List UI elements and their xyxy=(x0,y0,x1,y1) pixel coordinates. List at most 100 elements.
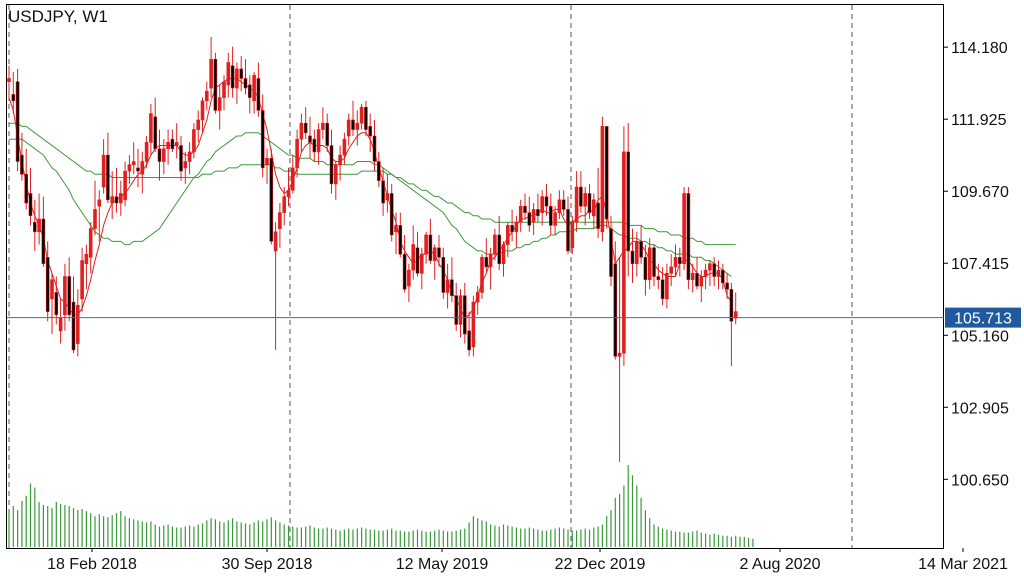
candle-body xyxy=(346,119,351,137)
candle xyxy=(407,263,411,303)
candle-body xyxy=(566,209,570,252)
candle xyxy=(7,65,11,101)
candle-body xyxy=(106,154,110,201)
candle-body xyxy=(424,234,428,255)
candle xyxy=(170,129,175,152)
candle xyxy=(432,244,437,280)
x-tick-label: 22 Dec 2019 xyxy=(555,556,646,573)
candle-body xyxy=(669,266,674,274)
candle-body xyxy=(97,199,102,207)
candle xyxy=(660,266,665,306)
candle xyxy=(548,193,553,235)
candle-body xyxy=(131,161,136,166)
plot-area: USDJPY, W1 xyxy=(6,4,944,549)
candle-body xyxy=(647,247,652,280)
candle-body xyxy=(376,161,381,181)
candle-body xyxy=(733,311,738,319)
candle-body xyxy=(445,279,450,293)
candle-body xyxy=(493,234,497,255)
candle xyxy=(131,142,136,175)
candle-body xyxy=(415,247,420,274)
candle-body xyxy=(63,276,67,316)
candle-body xyxy=(196,119,200,130)
candle-body xyxy=(419,253,424,274)
candle xyxy=(192,123,196,159)
candle-body xyxy=(76,304,80,344)
candle xyxy=(325,113,330,152)
x-tick-label: 30 Sep 2018 xyxy=(222,556,313,573)
candle-body xyxy=(93,209,97,229)
candle xyxy=(591,193,596,229)
candle xyxy=(617,257,622,462)
candle-body xyxy=(682,193,686,265)
candle xyxy=(196,110,200,143)
candle-body xyxy=(110,196,114,204)
candle-body xyxy=(200,100,205,121)
candle-body xyxy=(80,260,84,300)
candle-body xyxy=(402,253,407,290)
candle-body xyxy=(192,129,196,153)
candle-body xyxy=(226,62,231,86)
candle-body xyxy=(660,279,665,300)
candle-body xyxy=(37,218,41,233)
candle xyxy=(252,72,256,114)
candle-body xyxy=(183,161,188,169)
candle xyxy=(501,241,506,277)
volume-series xyxy=(8,465,754,547)
candle-body xyxy=(359,106,364,124)
candle-body xyxy=(248,84,252,98)
candle xyxy=(553,206,557,235)
candle xyxy=(458,289,463,338)
candle xyxy=(329,129,334,194)
candle-body xyxy=(282,196,287,213)
candle-body xyxy=(699,276,704,287)
x-tick-label: 2 Aug 2020 xyxy=(740,556,821,573)
candle-body xyxy=(622,151,626,354)
candle-body xyxy=(561,199,566,210)
candle xyxy=(187,142,192,175)
grid xyxy=(8,5,853,548)
candle xyxy=(600,116,605,242)
x-axis: 18 Feb 2018 30 Sep 2018 12 May 2019 22 Dec … xyxy=(47,548,1008,573)
candle-body xyxy=(299,122,304,140)
candle xyxy=(389,183,394,242)
candle xyxy=(527,196,532,232)
candle xyxy=(222,75,226,111)
candle xyxy=(101,139,106,194)
candle-body xyxy=(217,97,222,111)
candle-body xyxy=(312,138,317,153)
candle-body xyxy=(540,196,545,213)
candle xyxy=(544,183,549,216)
candle xyxy=(428,219,433,264)
candle-body xyxy=(351,119,355,130)
candle-body xyxy=(174,142,179,146)
candle-body xyxy=(230,65,235,89)
candle xyxy=(630,228,635,283)
candle xyxy=(54,276,59,325)
candle xyxy=(488,247,493,290)
candle xyxy=(441,247,446,299)
candle xyxy=(385,174,390,213)
plot-frame xyxy=(6,4,944,549)
candle-body xyxy=(665,273,669,300)
candle-body xyxy=(11,94,16,102)
candle xyxy=(445,263,450,309)
candle-body xyxy=(574,186,579,223)
candle xyxy=(656,263,661,290)
candle-body xyxy=(609,228,613,277)
candle-body xyxy=(32,221,37,233)
candle xyxy=(45,241,50,322)
candle xyxy=(647,238,652,290)
candle-body xyxy=(333,164,338,185)
candle-body xyxy=(127,164,132,172)
candle xyxy=(368,113,373,152)
candle-body xyxy=(286,189,291,197)
candle xyxy=(321,107,325,140)
candle xyxy=(333,161,338,200)
candle-body xyxy=(656,276,661,280)
candle-body xyxy=(239,68,243,79)
candle xyxy=(471,295,476,357)
price-label-text: 105.713 xyxy=(954,311,1012,328)
candle-body xyxy=(475,292,480,303)
candle xyxy=(63,263,67,331)
